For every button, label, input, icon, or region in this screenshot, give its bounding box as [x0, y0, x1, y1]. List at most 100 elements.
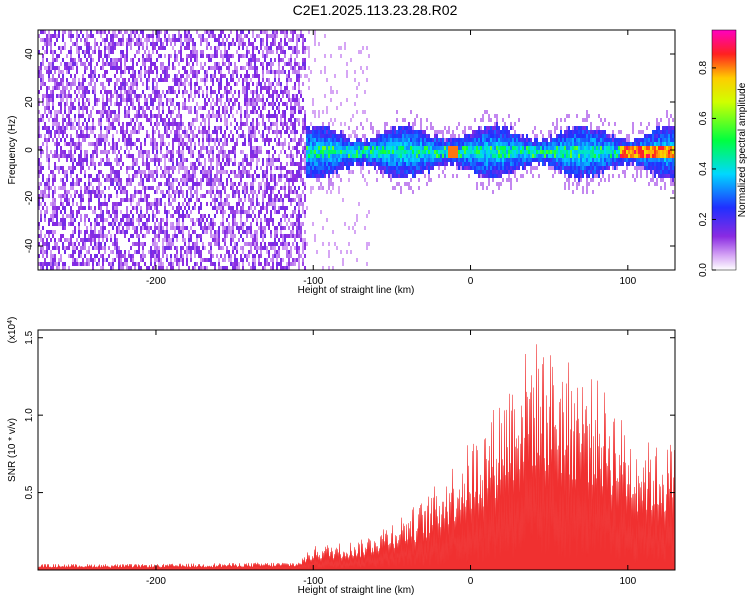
heatmap-cell	[272, 82, 274, 86]
heatmap-cell	[116, 70, 118, 74]
heatmap-cell	[216, 62, 218, 66]
heatmap-cell	[232, 38, 234, 42]
heatmap-cell	[178, 70, 180, 74]
heatmap-cell	[224, 46, 226, 50]
heatmap-cell	[58, 34, 60, 38]
heatmap-cell	[46, 230, 48, 234]
heatmap-cell	[116, 90, 118, 94]
heatmap-cell	[246, 230, 248, 234]
heatmap-cell	[62, 218, 64, 222]
heatmap-cell	[40, 162, 42, 166]
heatmap-cell	[114, 30, 116, 34]
heatmap-cell	[38, 262, 40, 266]
heatmap-cell	[208, 174, 210, 178]
heatmap-cell	[292, 210, 294, 214]
heatmap-cell	[236, 226, 238, 230]
heatmap-cell	[234, 118, 236, 122]
heatmap-cell	[328, 150, 330, 154]
heatmap-cell	[180, 138, 182, 142]
heatmap-cell	[148, 86, 150, 90]
heatmap-cell	[152, 142, 154, 146]
heatmap-cell	[192, 42, 194, 46]
heatmap-cell	[92, 74, 94, 78]
heatmap-cell	[80, 262, 82, 266]
heatmap-cell	[200, 78, 202, 82]
heatmap-cell	[58, 46, 60, 50]
heatmap-cell	[50, 186, 52, 190]
heatmap-cell	[152, 146, 154, 150]
heatmap-cell	[60, 62, 62, 66]
heatmap-cell	[182, 246, 184, 250]
heatmap-cell	[160, 182, 162, 186]
heatmap-cell	[218, 262, 220, 266]
heatmap-cell	[74, 150, 76, 154]
heatmap-cell	[236, 66, 238, 70]
heatmap-cell	[272, 258, 274, 262]
heatmap-cell	[84, 154, 86, 158]
heatmap-cell	[224, 202, 226, 206]
heatmap-cell	[274, 226, 276, 230]
heatmap-cell	[44, 82, 46, 86]
heatmap-cell	[124, 150, 126, 154]
heatmap-cell	[98, 170, 100, 174]
heatmap-cell	[260, 210, 262, 214]
heatmap-cell	[120, 94, 122, 98]
heatmap-cell	[66, 198, 68, 202]
heatmap-cell	[40, 250, 42, 254]
heatmap-cell	[136, 110, 138, 114]
heatmap-cell	[262, 238, 264, 242]
heatmap-cell	[288, 146, 290, 150]
heatmap-cell	[114, 158, 116, 162]
heatmap-cell	[64, 66, 66, 70]
heatmap-cell	[84, 262, 86, 266]
heatmap-cell	[114, 34, 116, 38]
heatmap-cell	[200, 130, 202, 134]
heatmap-cell	[98, 246, 100, 250]
heatmap-cell	[166, 38, 168, 42]
heatmap-cell	[296, 34, 298, 38]
heatmap-cell	[110, 178, 112, 182]
heatmap-cell	[244, 74, 246, 78]
heatmap-cell	[90, 62, 92, 66]
heatmap-cell	[222, 182, 224, 186]
heatmap-cell	[220, 254, 222, 258]
heatmap-cell	[220, 190, 222, 194]
heatmap-cell	[226, 118, 228, 122]
heatmap-cell	[210, 226, 212, 230]
heatmap-cell	[88, 82, 90, 86]
heatmap-cell	[314, 142, 316, 146]
heatmap-cell	[340, 162, 342, 166]
heatmap-cell	[86, 30, 88, 34]
heatmap-cell	[316, 158, 318, 162]
heatmap-cell	[266, 54, 268, 58]
heatmap-cell	[46, 242, 48, 246]
heatmap-cell	[324, 146, 326, 150]
heatmap-cell	[232, 234, 234, 238]
heatmap-cell	[102, 246, 104, 250]
heatmap-cell	[268, 226, 270, 230]
heatmap-cell	[78, 234, 80, 238]
heatmap-cell	[62, 154, 64, 158]
heatmap-cell	[226, 138, 228, 142]
heatmap-cell	[254, 90, 256, 94]
heatmap-cell	[62, 78, 64, 82]
heatmap-cell	[328, 158, 330, 162]
heatmap-cell	[216, 162, 218, 166]
heatmap-cell	[126, 262, 128, 266]
heatmap-cell	[228, 226, 230, 230]
heatmap-cell	[168, 238, 170, 242]
heatmap-cell	[180, 114, 182, 118]
heatmap-cell	[326, 154, 328, 158]
heatmap-cell	[62, 206, 64, 210]
heatmap-cell	[202, 130, 204, 134]
heatmap-cell	[176, 186, 178, 190]
heatmap-cell	[118, 122, 120, 126]
heatmap-cell	[46, 142, 48, 146]
heatmap-cell	[174, 90, 176, 94]
heatmap-cell	[58, 74, 60, 78]
heatmap-cell	[240, 126, 242, 130]
heatmap-cell	[168, 142, 170, 146]
heatmap-cell	[336, 90, 338, 94]
heatmap-cell	[62, 194, 64, 198]
heatmap-cell	[336, 146, 338, 150]
